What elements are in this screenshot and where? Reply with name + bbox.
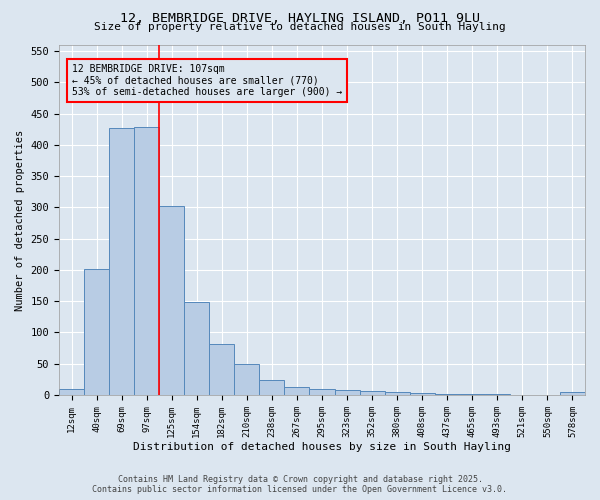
Bar [435,394,460,395]
Bar [560,392,585,395]
Bar [235,364,259,395]
Bar [59,388,84,395]
Bar [209,344,235,395]
Bar [134,128,159,395]
Bar [184,302,209,395]
Bar [84,268,109,395]
Bar [310,388,335,395]
Text: Contains HM Land Registry data © Crown copyright and database right 2025.
Contai: Contains HM Land Registry data © Crown c… [92,474,508,494]
Text: 12, BEMBRIDGE DRIVE, HAYLING ISLAND, PO11 9LU: 12, BEMBRIDGE DRIVE, HAYLING ISLAND, PO1… [120,12,480,24]
Text: Size of property relative to detached houses in South Hayling: Size of property relative to detached ho… [94,22,506,32]
Bar [460,394,485,395]
Y-axis label: Number of detached properties: Number of detached properties [15,130,25,310]
Bar [385,392,410,395]
Bar [335,390,359,395]
Bar [284,388,310,395]
Bar [159,206,184,395]
Bar [259,380,284,395]
Bar [359,391,385,395]
Bar [410,393,435,395]
Bar [109,128,134,395]
X-axis label: Distribution of detached houses by size in South Hayling: Distribution of detached houses by size … [133,442,511,452]
Text: 12 BEMBRIDGE DRIVE: 107sqm
← 45% of detached houses are smaller (770)
53% of sem: 12 BEMBRIDGE DRIVE: 107sqm ← 45% of deta… [72,64,342,97]
Bar [485,394,510,395]
